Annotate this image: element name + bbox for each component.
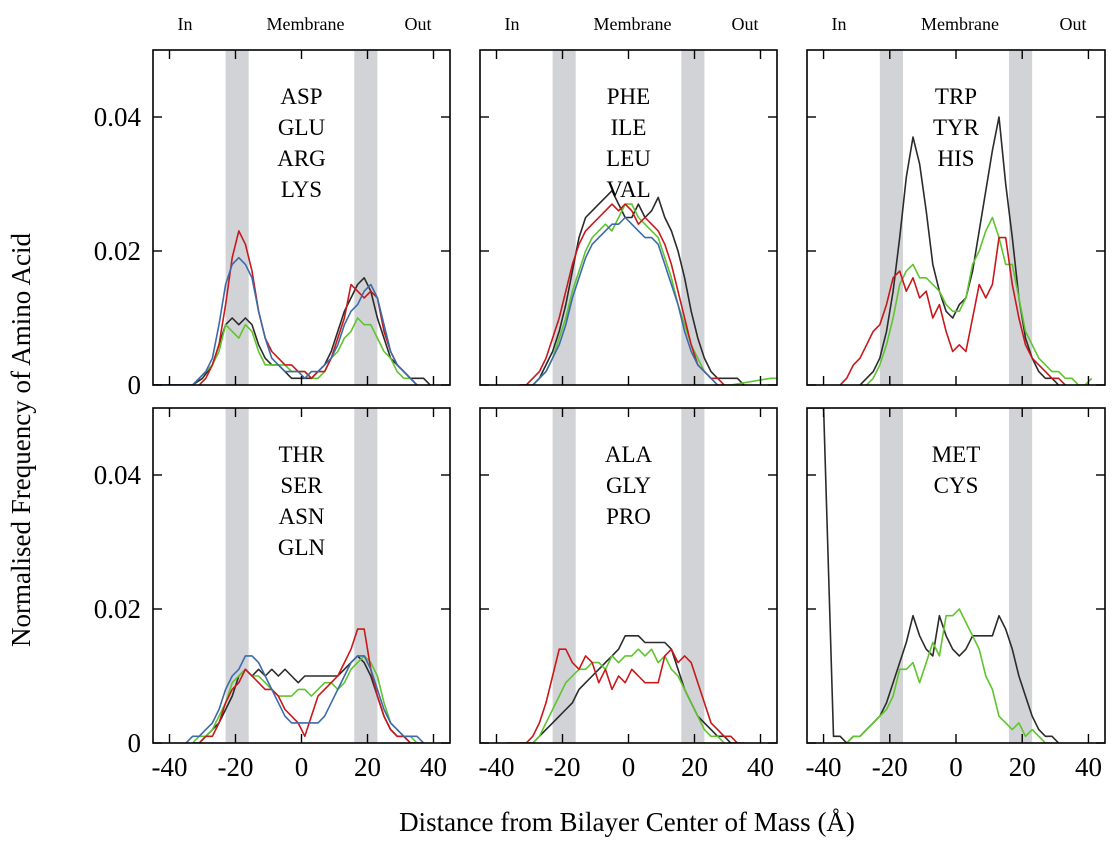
series-line-asn [198,628,411,743]
legend-asp: ASP [280,84,322,109]
x-tick-label: 20 [354,752,381,782]
series-line-leu [519,203,725,385]
region-label-membrane: Membrane [921,14,999,34]
legend-pro: PRO [606,504,651,529]
series-group [506,635,744,743]
x-tick-label: -20 [545,752,581,782]
series-line-gln [185,655,425,743]
series-line-asp [153,277,431,385]
region-label-in: In [505,14,520,34]
x-tick-label: -40 [479,752,515,782]
membrane-band-inner [552,408,576,743]
legend-thr: THR [279,442,326,467]
legend-lys: LYS [281,177,322,202]
series-group [807,408,1060,743]
series-group [839,116,1093,385]
x-tick-label: 0 [622,752,636,782]
legend-arg: ARG [277,146,326,171]
legend-leu: LEU [606,146,651,171]
x-tick-label: 20 [681,752,708,782]
y-axis-label: Normalised Frequency of Amino Acid [6,233,36,647]
series-line-ser [192,655,418,743]
series-group [153,230,431,385]
membrane-band-outer [354,50,378,385]
series-line-phe [519,189,745,385]
legend-ser: SER [280,473,323,498]
membrane-band-inner [552,50,576,385]
series-line-val [532,216,719,385]
region-label-in: In [178,14,193,34]
legend-met: MET [932,442,981,467]
x-tick-label: -20 [218,752,254,782]
membrane-band-inner [879,50,904,385]
panel-4: -40 -20 0 20 40 0 0.02 0.04 THR SER ASN GLN [94,407,451,782]
legend-glu: GLU [278,115,326,140]
membrane-band-outer [1008,408,1033,743]
membrane-band-outer [354,408,378,743]
panel-grid: 0 0.02 0.04 In Membrane Out ASP GLU ARG LYS In Memb… [94,14,1106,782]
series-line-pro [506,648,744,743]
region-label-membrane: Membrane [594,14,672,34]
series-line-lys [153,256,418,385]
membrane-band-inner [225,50,249,385]
series-line-tyr [866,216,1093,385]
x-axis-label: Distance from Bilayer Center of Mass (Å) [399,807,855,837]
x-tick-label: 0 [295,752,309,782]
legend-phe: PHE [607,84,650,109]
region-label-out: Out [1060,14,1087,34]
region-label-out: Out [405,14,432,34]
legend-tyr: TYR [933,115,980,140]
y-tick-label: 0.02 [94,594,141,624]
x-tick-label: 40 [747,752,774,782]
region-label-out: Out [732,14,759,34]
y-tick-label: 0.02 [94,236,141,266]
x-tick-label: 20 [1009,752,1036,782]
series-line-his [839,236,1066,385]
legend-his: HIS [937,146,974,171]
legend-trp: TRP [935,84,977,109]
legend-val: VAL [606,177,650,202]
membrane-band-outer [1008,50,1033,385]
series-group [519,189,777,385]
membrane-band-inner [879,408,904,743]
legend-asn: ASN [278,504,324,529]
x-tick-label: 40 [420,752,447,782]
region-label-membrane: Membrane [267,14,345,34]
x-tick-label: -20 [872,752,908,782]
series-line-ala [519,635,738,743]
x-tick-label: 0 [949,752,963,782]
region-label-in: In [832,14,847,34]
legend-ile: ILE [611,115,647,140]
y-tick-label: 0 [128,370,142,400]
panel-6: -40 -20 0 20 40 MET CYS [806,407,1106,782]
panel-5: -40 -20 0 20 40 ALA GLY PRO [479,407,778,782]
y-tick-label: 0 [128,728,142,758]
x-tick-label: 40 [1075,752,1102,782]
legend-gln: GLN [278,535,326,560]
series-line-trp [859,116,1060,385]
legend-gly: GLY [606,473,651,498]
panel-1: 0 0.02 0.04 In Membrane Out ASP GLU ARG LYS [94,14,451,400]
legend-ala: ALA [605,442,653,467]
legend-cys: CYS [934,473,979,498]
panel-3: In Membrane Out TRP TYR HIS [806,14,1106,386]
x-tick-label: -40 [152,752,188,782]
panel-2: In Membrane Out PHE ILE LEU VAL [479,14,778,386]
series-line-gly [532,648,725,743]
y-tick-label: 0.04 [94,460,142,490]
series-line-cys [840,608,1052,743]
y-tick-label: 0.04 [94,102,142,132]
membrane-band-outer [681,50,705,385]
series-group [185,628,425,743]
x-tick-label: -40 [806,752,842,782]
